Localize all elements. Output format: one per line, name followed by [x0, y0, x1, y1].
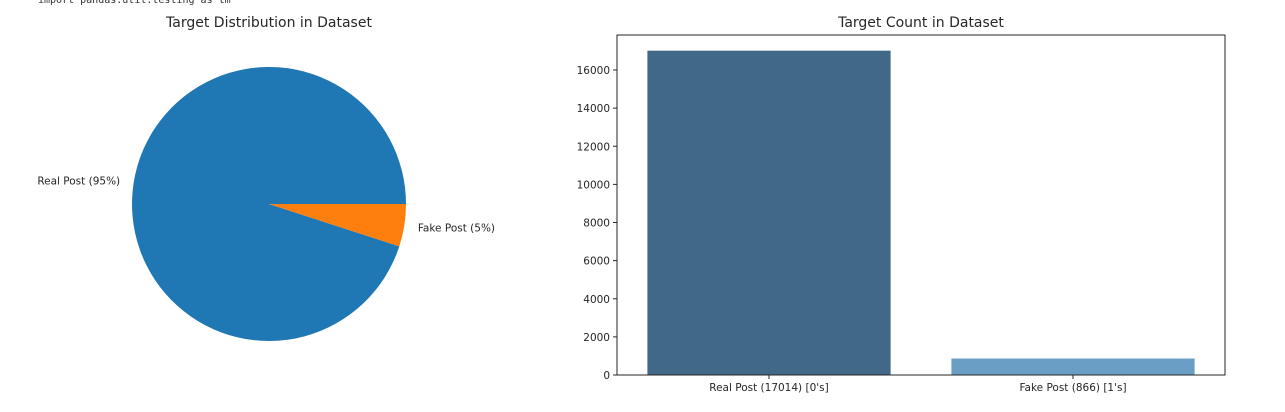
bar-chart: Target Count in Dataset 0 2000 4000 6000 800… — [577, 15, 1226, 394]
pie-chart-title: Target Distribution in Dataset — [165, 15, 372, 31]
y-tick-label: 6000 — [583, 256, 610, 268]
bar — [647, 50, 891, 375]
y-tick-label: 10000 — [577, 179, 610, 191]
y-tick-label: 8000 — [583, 218, 610, 230]
pie-slice-label: Real Post (95%) — [37, 175, 120, 187]
pie-slice-label: Fake Post (5%) — [418, 223, 495, 235]
pie-slice — [269, 204, 406, 247]
y-tick-label: 12000 — [577, 141, 610, 153]
y-tick-label: 14000 — [577, 103, 610, 115]
bar-chart-title: Target Count in Dataset — [837, 15, 1004, 31]
pie-slice — [131, 67, 406, 341]
y-tick-label: 4000 — [583, 294, 610, 306]
plot-frame — [616, 34, 1226, 376]
code-snippet: import pandas.util.testing as tm — [38, 0, 231, 6]
pie-chart: Target Distribution in Dataset Real Post… — [37, 15, 495, 341]
y-tick-label: 16000 — [577, 65, 610, 77]
y-tick-label: 0 — [603, 370, 610, 382]
x-tick-label: Fake Post (866) [1's] — [1019, 382, 1126, 394]
x-tick-label: Real Post (17014) [0's] — [709, 382, 828, 394]
y-tick-label: 2000 — [583, 332, 610, 344]
bar — [951, 358, 1195, 375]
